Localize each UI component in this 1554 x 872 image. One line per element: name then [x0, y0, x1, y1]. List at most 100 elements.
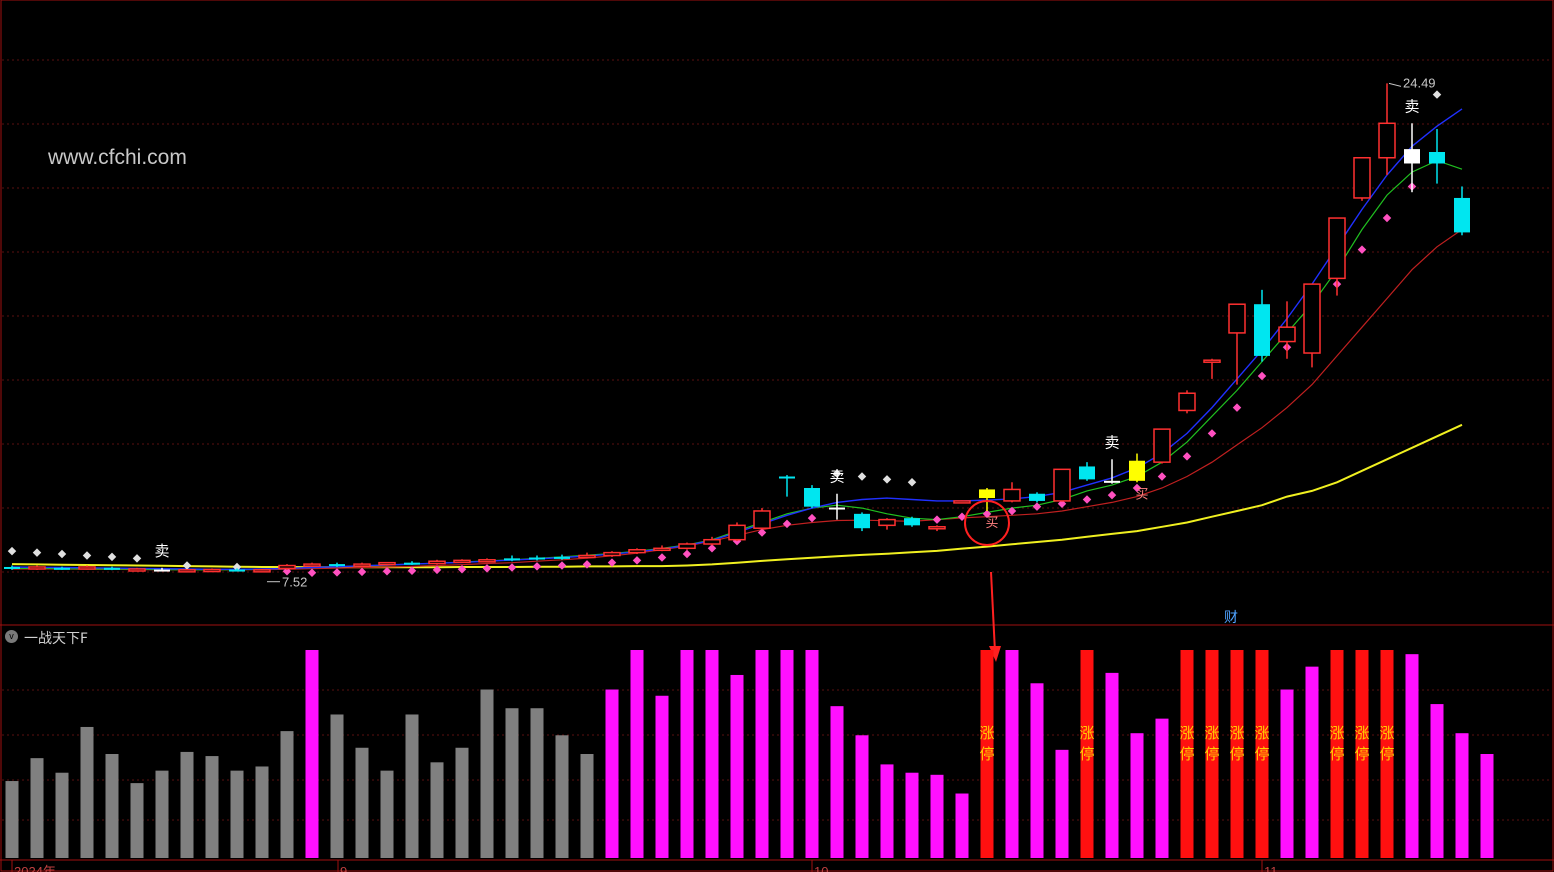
limit-up-label: 停 — [1329, 745, 1344, 763]
ma-blue-line — [11, 108, 1463, 570]
indicator-bar — [730, 674, 744, 858]
candle-body — [979, 489, 995, 499]
candle — [1079, 462, 1095, 481]
indicator-bar — [530, 708, 544, 858]
sar-dot — [632, 556, 642, 565]
candle — [678, 542, 696, 550]
candle — [1153, 428, 1171, 464]
candle — [78, 565, 96, 570]
candle — [453, 559, 471, 564]
buy-signal-label: 买 — [985, 516, 998, 531]
limit-up-label: 停 — [1204, 745, 1219, 763]
sell-signal-label: 卖 — [829, 468, 844, 486]
indicator-bar — [1030, 683, 1044, 858]
candle-body — [253, 569, 271, 573]
indicator-bar — [455, 747, 469, 858]
candle — [628, 548, 646, 555]
indicator-bar — [1255, 650, 1269, 858]
indicator-bar — [605, 689, 619, 858]
indicator-bar — [355, 747, 369, 858]
sar-dot — [82, 551, 92, 560]
indicator-bar — [555, 735, 569, 858]
indicator-bar — [330, 714, 344, 858]
sar-dot — [407, 566, 417, 575]
sar-dot — [832, 469, 842, 478]
candle-body — [1454, 197, 1470, 233]
indicator-bar — [1155, 718, 1169, 858]
sar-dot — [507, 563, 517, 572]
limit-up-label: 涨 — [1179, 724, 1194, 742]
x-axis: 2024年 9 10 11 — [11, 860, 1278, 872]
candle-body — [203, 568, 221, 573]
sar-dot — [957, 512, 967, 521]
candle — [178, 568, 196, 573]
sar-dot — [1357, 245, 1367, 254]
indicator-bar — [80, 726, 94, 858]
candle-body — [78, 566, 96, 570]
indicator-bar — [380, 770, 394, 858]
candle — [1178, 390, 1196, 414]
candle — [353, 562, 371, 567]
candle — [1353, 156, 1371, 201]
candle-body — [728, 524, 746, 541]
candle — [504, 555, 520, 562]
indicator-title[interactable]: 一战天下F — [24, 631, 89, 647]
limit-up-label: 涨 — [979, 724, 994, 742]
indicator-bar — [55, 772, 69, 858]
candle-body — [1378, 122, 1396, 159]
ma-yellow-line — [11, 423, 1463, 569]
sar-dot — [582, 560, 592, 569]
sar-dots — [7, 90, 1442, 577]
sar-dot — [7, 546, 17, 556]
indicator-bar — [1005, 650, 1019, 858]
candle — [928, 525, 946, 532]
candle — [1203, 358, 1221, 379]
indicator-bar — [155, 770, 169, 858]
candle-body — [1254, 304, 1270, 356]
candle — [404, 561, 420, 565]
candle — [1254, 289, 1270, 362]
sar-dot — [807, 513, 817, 523]
candle-body — [1104, 480, 1120, 483]
candle-body — [603, 551, 621, 557]
candle-body — [478, 559, 496, 563]
indicator-bar — [1205, 650, 1219, 858]
candle-body — [953, 500, 971, 504]
candle — [253, 568, 271, 573]
sar-dot — [557, 561, 567, 570]
sar-dot — [657, 553, 667, 562]
candle — [1303, 283, 1321, 368]
indicator-bar — [780, 650, 794, 858]
candle — [329, 562, 345, 567]
limit-up-label: 停 — [1379, 745, 1394, 763]
arrow-line — [990, 571, 996, 653]
limit-up-label: 停 — [1179, 745, 1194, 763]
limit-up-label: 涨 — [1079, 724, 1094, 742]
candle-body — [1153, 428, 1171, 463]
sar-dot — [1232, 403, 1242, 412]
indicator-bar — [30, 758, 44, 858]
indicator-bar — [480, 689, 494, 858]
sar-dot — [1007, 506, 1017, 516]
limit-up-label: 停 — [979, 745, 994, 763]
candle — [904, 516, 920, 527]
sar-dot — [307, 568, 317, 577]
indicator-bar — [405, 714, 419, 858]
sar-dot — [1382, 213, 1392, 223]
candle — [1429, 129, 1445, 184]
limit-up-label: 停 — [1354, 745, 1369, 763]
sell-signal-label: 卖 — [1404, 97, 1419, 115]
candle-body — [378, 561, 396, 566]
candle — [1328, 217, 1346, 296]
indicator-bar — [180, 751, 194, 858]
indicator-bar — [205, 756, 219, 858]
sar-dot — [932, 515, 942, 524]
sar-dot — [382, 567, 392, 576]
finance-badge[interactable]: 财 — [1224, 610, 1238, 626]
collapse-icon[interactable]: v — [5, 630, 18, 643]
sar-dot — [707, 544, 717, 553]
candle — [28, 565, 46, 570]
indicator-bar — [955, 793, 969, 858]
candle — [603, 551, 621, 557]
